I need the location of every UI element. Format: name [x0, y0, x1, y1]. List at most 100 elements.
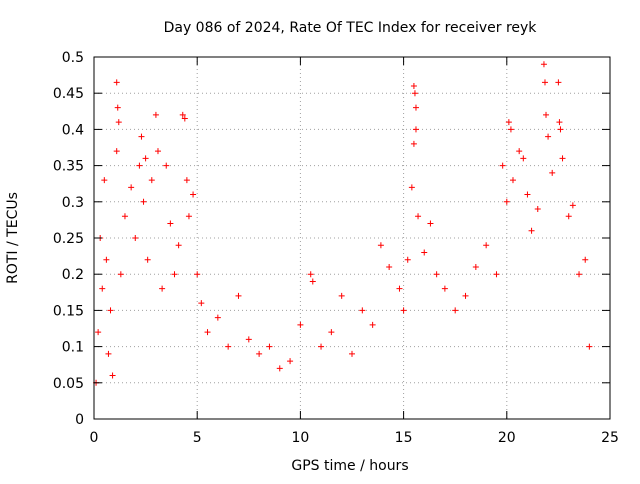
- data-point: [582, 256, 589, 263]
- data-point: [565, 213, 572, 220]
- data-point: [505, 119, 512, 126]
- y-tick-label: 0.35: [53, 159, 84, 175]
- data-point: [171, 271, 178, 278]
- data-point: [534, 206, 541, 213]
- data-point: [142, 155, 149, 162]
- data-point: [410, 140, 417, 147]
- data-point: [509, 177, 516, 184]
- data-point: [198, 300, 205, 307]
- data-point: [121, 213, 128, 220]
- data-point: [441, 285, 448, 292]
- data-point: [113, 148, 120, 155]
- data-point: [152, 111, 159, 118]
- data-point: [307, 271, 314, 278]
- data-point: [421, 249, 428, 256]
- data-point: [214, 314, 221, 321]
- data-point: [109, 372, 116, 379]
- y-tick-label: 0.05: [53, 376, 84, 392]
- data-point: [185, 213, 192, 220]
- data-point: [557, 126, 564, 133]
- data-point: [204, 329, 211, 336]
- data-point: [159, 285, 166, 292]
- grid-layer: [94, 57, 610, 419]
- data-point: [576, 271, 583, 278]
- data-point: [256, 350, 263, 357]
- x-tick-label: 10: [291, 430, 309, 446]
- data-point: [520, 155, 527, 162]
- data-point: [559, 155, 566, 162]
- y-tick-label: 0.15: [53, 303, 84, 319]
- data-point: [148, 177, 155, 184]
- data-point: [338, 292, 345, 299]
- data-point: [415, 213, 422, 220]
- data-point: [427, 220, 434, 227]
- data-point: [400, 307, 407, 314]
- data-point: [359, 307, 366, 314]
- data-point: [499, 162, 506, 169]
- data-point: [128, 184, 135, 191]
- data-point: [404, 256, 411, 263]
- data-point: [386, 263, 393, 270]
- data-point: [99, 285, 106, 292]
- data-point: [524, 191, 531, 198]
- data-point: [377, 242, 384, 249]
- data-point: [411, 90, 418, 97]
- y-tick-label: 0.45: [53, 86, 84, 102]
- data-point: [569, 202, 576, 209]
- data-point: [349, 350, 355, 357]
- data-point: [503, 198, 510, 205]
- data-point: [462, 292, 469, 299]
- data-point: [328, 329, 335, 336]
- data-point: [556, 119, 563, 126]
- data-point: [410, 82, 417, 89]
- data-point: [107, 307, 114, 314]
- data-point: [528, 227, 535, 234]
- data-point: [493, 271, 500, 278]
- chart-title: Day 086 of 2024, Rate Of TEC Index for r…: [164, 20, 538, 36]
- data-point: [181, 115, 188, 122]
- data-point: [117, 271, 124, 278]
- data-point: [140, 198, 147, 205]
- data-point: [549, 169, 556, 176]
- points-layer: [93, 61, 593, 386]
- data-point: [555, 79, 562, 86]
- data-point: [545, 133, 552, 140]
- data-point: [412, 126, 419, 133]
- data-point: [412, 104, 419, 111]
- data-point: [136, 162, 143, 169]
- data-point: [154, 148, 161, 155]
- data-point: [541, 79, 548, 86]
- y-tick-label: 0.2: [62, 267, 84, 283]
- data-point: [225, 343, 232, 350]
- data-point: [190, 191, 197, 198]
- data-point: [179, 111, 186, 118]
- y-tick-label: 0.25: [53, 231, 84, 247]
- data-point: [163, 162, 170, 169]
- data-point: [235, 292, 242, 299]
- data-point: [433, 271, 440, 278]
- data-point: [540, 61, 547, 68]
- data-point: [318, 343, 325, 350]
- data-point: [103, 256, 110, 263]
- y-tick-label: 0: [75, 412, 84, 428]
- x-tick-label: 5: [193, 430, 202, 446]
- y-tick-label: 0.4: [62, 122, 84, 138]
- data-point: [483, 242, 490, 249]
- data-point: [105, 350, 112, 357]
- data-point: [369, 321, 376, 328]
- y-axis-label: ROTI / TECUs: [5, 192, 21, 284]
- data-point: [101, 177, 108, 184]
- data-point: [194, 271, 201, 278]
- data-point: [167, 220, 174, 227]
- x-tick-label: 25: [601, 430, 619, 446]
- x-tick-label: 0: [90, 430, 99, 446]
- data-point: [266, 343, 273, 350]
- data-point: [183, 177, 190, 184]
- data-point: [309, 278, 316, 285]
- data-point: [408, 184, 415, 191]
- data-point: [543, 111, 550, 118]
- data-point: [287, 358, 294, 365]
- data-point: [586, 343, 593, 350]
- ticks-layer: 0 0.05 0.1 0.15 0.2 0.25 0.3 0.35 0.4 0.45 0.5 0 5 10…: [53, 50, 619, 446]
